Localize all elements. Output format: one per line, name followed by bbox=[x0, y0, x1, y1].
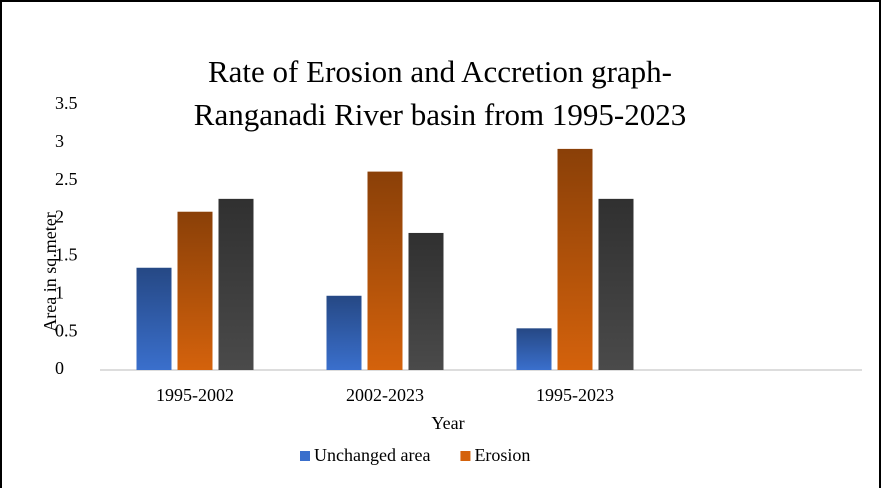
legend-swatch bbox=[460, 451, 471, 461]
y-tick-label: 2.5 bbox=[55, 169, 78, 189]
y-tick-label: 0.5 bbox=[55, 320, 78, 340]
bar-shade bbox=[598, 198, 634, 370]
y-tick-label: 3 bbox=[55, 131, 64, 151]
legend-label: Erosion bbox=[474, 445, 530, 465]
y-axis-label: Area in sq.meter bbox=[40, 212, 60, 331]
bar-shade bbox=[367, 171, 403, 370]
x-tick-label: 1995-2002 bbox=[156, 385, 234, 405]
chart-title: Ranganadi River basin from 1995-2023 bbox=[194, 97, 686, 132]
x-tick-label: 1995-2023 bbox=[536, 385, 614, 405]
bar-shade bbox=[408, 232, 444, 370]
y-tick-label: 1.5 bbox=[55, 245, 78, 265]
y-tick-label: 2 bbox=[55, 207, 64, 227]
bar-shade bbox=[326, 295, 362, 370]
bar-shade bbox=[557, 148, 593, 370]
y-tick-label: 0 bbox=[55, 358, 64, 378]
bar-shade bbox=[136, 267, 172, 370]
legend-label: Unchanged area bbox=[314, 445, 430, 465]
bar-shade bbox=[177, 211, 213, 370]
x-tick-label: 2002-2023 bbox=[346, 385, 424, 405]
y-tick-label: 1 bbox=[55, 282, 64, 302]
legend-swatch bbox=[300, 451, 310, 461]
chart-title: Rate of Erosion and Accretion graph- bbox=[208, 54, 672, 89]
x-axis-label: Year bbox=[431, 413, 464, 433]
y-tick-label: 3.5 bbox=[55, 93, 78, 113]
bar-shade bbox=[218, 198, 254, 370]
bar-shade bbox=[516, 328, 552, 370]
